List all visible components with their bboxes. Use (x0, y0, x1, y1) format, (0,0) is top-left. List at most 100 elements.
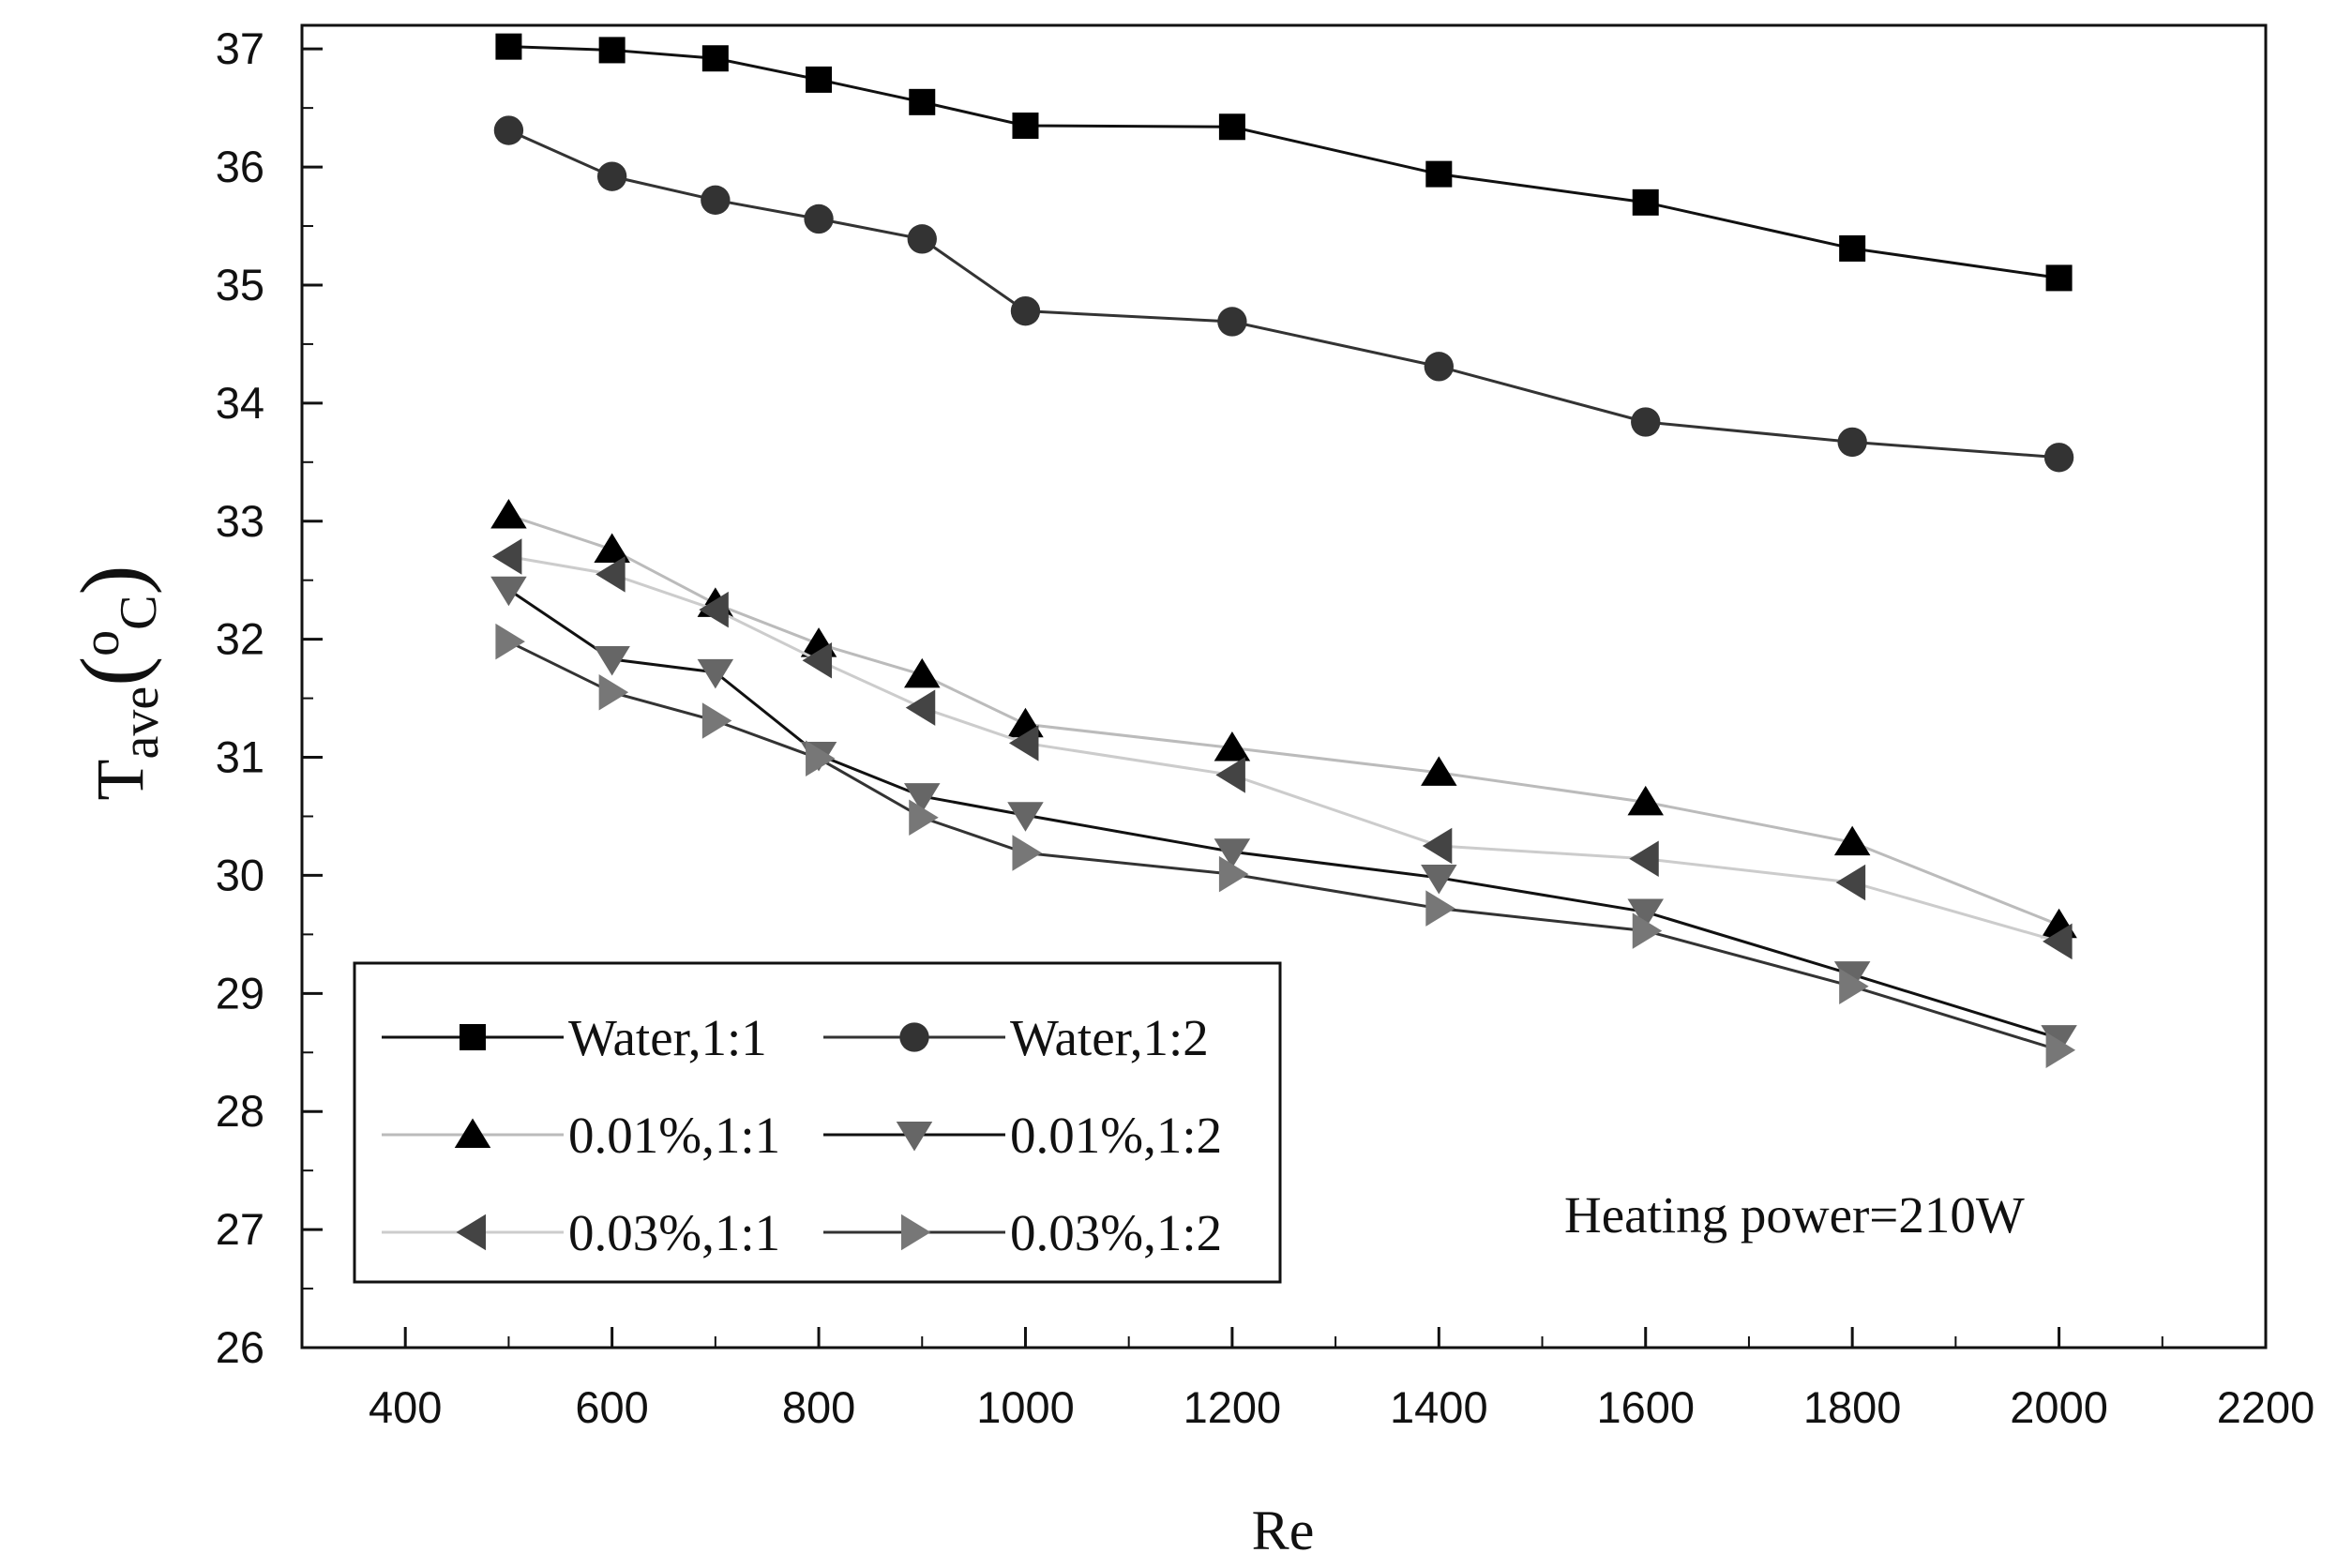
x-tick-label-1600: 1600 (1596, 1382, 1695, 1432)
x-tick-label-2200: 2200 (2217, 1382, 2315, 1432)
x-tick-label-400: 400 (369, 1382, 442, 1432)
data-point-1-500 (495, 33, 522, 60)
data-point-4-1000 (1007, 802, 1044, 832)
series-5 (491, 538, 2073, 960)
x-tick-label-2000: 2000 (2010, 1382, 2108, 1432)
data-point-3-500 (490, 498, 527, 529)
data-point-2-1000 (1010, 295, 1041, 326)
data-point-5-600 (596, 556, 626, 593)
data-point-6-1600 (1632, 912, 1663, 949)
data-point-1-800 (806, 66, 833, 93)
legend-label: 0.01%,1:2 (1010, 1107, 1222, 1164)
data-point-4-1800 (1833, 961, 1871, 991)
data-point-5-1000 (1008, 725, 1039, 761)
legend-item-1: Water,1:1 (382, 1009, 767, 1066)
data-point-1-600 (598, 37, 626, 64)
y-tick-label-29: 29 (216, 968, 264, 1018)
data-point-4-1600 (1627, 898, 1664, 928)
data-point-1-1800 (1839, 234, 1866, 262)
series-line-2 (507, 128, 2059, 460)
series-layer (490, 33, 2077, 1068)
data-point-1-2000 (2045, 264, 2073, 292)
x-tick-label-1400: 1400 (1390, 1382, 1488, 1432)
legend-item-3: 0.01%,1:1 (382, 1107, 780, 1164)
series-6 (495, 623, 2076, 1068)
data-point-2-2000 (2043, 443, 2074, 473)
data-point-6-1800 (1839, 968, 1869, 1005)
y-axis-label-unit: C (110, 595, 168, 629)
data-point-1-1400 (1425, 160, 1453, 188)
y-axis-label-close-paren: ) (62, 565, 162, 596)
y-axis-label-superscript: o (72, 630, 130, 656)
legend-items: Water,1:1 Water,1:2 0.01%,1:1 0.01%,1:2 0.03… (382, 1009, 1222, 1261)
data-point-5-1600 (1629, 840, 1659, 878)
data-point-3-1800 (1833, 825, 1871, 856)
data-point-5-500 (491, 538, 522, 575)
data-point-1-1200 (1218, 113, 1245, 141)
x-tick-label-600: 600 (575, 1382, 648, 1432)
data-point-6-900 (909, 799, 939, 836)
legend-marker-triangle-left (456, 1214, 486, 1251)
x-tick-label-1000: 1000 (976, 1382, 1075, 1432)
data-point-5-900 (905, 689, 936, 726)
data-point-5-1200 (1215, 757, 1245, 793)
legend-item-2: Water,1:2 (823, 1009, 1209, 1066)
y-tick-label-32: 32 (216, 614, 264, 664)
legend-label: Water,1:1 (568, 1009, 767, 1066)
y-axis: 26 27 28 29 30 31 32 33 34 35 36 37 (216, 23, 323, 1372)
series-2 (493, 115, 2074, 473)
series-1 (495, 33, 2073, 292)
data-point-5-700 (699, 591, 729, 628)
data-point-6-500 (495, 623, 525, 660)
data-point-2-1400 (1424, 352, 1454, 382)
y-tick-label-37: 37 (216, 23, 264, 73)
legend-marker-triangle-down (896, 1122, 933, 1152)
y-tick-label-34: 34 (216, 378, 264, 428)
heating-power-annotation: Heating power=210W (1564, 1186, 2025, 1244)
x-axis: 400 600 800 1000 1200 1400 1600 1800 2000 2200 (369, 1327, 2314, 1432)
plot-frame (300, 23, 2268, 1349)
legend: Water,1:1 Water,1:2 0.01%,1:1 0.01%,1:2 0.03… (353, 961, 1282, 1284)
x-tick-label-1800: 1800 (1803, 1382, 1902, 1432)
data-point-2-1200 (1217, 307, 1247, 337)
data-point-5-2000 (2043, 923, 2073, 960)
x-axis-label: Re (1252, 1500, 1315, 1561)
data-point-4-600 (594, 646, 630, 676)
data-point-2-900 (907, 224, 937, 254)
legend-label: 0.03%,1:1 (568, 1204, 780, 1261)
data-point-4-1200 (1214, 838, 1251, 868)
legend-marker-circle (899, 1022, 929, 1052)
data-point-2-500 (493, 115, 524, 145)
y-tick-label-36: 36 (216, 142, 264, 191)
data-point-1-900 (909, 88, 936, 115)
data-point-3-1400 (1421, 756, 1457, 786)
legend-label: Water,1:2 (1010, 1009, 1209, 1066)
x-tick-label-800: 800 (782, 1382, 855, 1432)
data-point-6-700 (701, 702, 732, 739)
series-4 (490, 576, 2077, 1055)
series-line-3 (507, 514, 2060, 927)
data-point-4-1400 (1421, 864, 1457, 895)
data-point-4-500 (490, 576, 527, 607)
data-point-6-600 (598, 674, 629, 711)
data-point-4-900 (904, 783, 941, 813)
data-point-6-800 (806, 740, 836, 777)
legend-box (353, 961, 1282, 1284)
y-tick-label-26: 26 (216, 1322, 264, 1372)
legend-item-4: 0.01%,1:2 (823, 1107, 1222, 1164)
data-point-2-800 (804, 204, 834, 234)
data-point-6-1200 (1218, 855, 1249, 893)
data-point-6-1400 (1425, 890, 1455, 927)
data-point-5-800 (802, 642, 833, 679)
data-point-3-600 (594, 533, 630, 563)
data-point-6-1000 (1012, 835, 1042, 871)
data-point-2-700 (701, 185, 731, 216)
legend-item-5: 0.03%,1:1 (382, 1204, 780, 1261)
y-tick-label-31: 31 (216, 732, 264, 782)
y-tick-label-30: 30 (216, 850, 264, 899)
y-axis-label-main: T (83, 760, 158, 801)
legend-marker-triangle-up (454, 1118, 491, 1148)
data-point-2-1800 (1837, 427, 1867, 458)
y-tick-label-35: 35 (216, 260, 264, 309)
series-3 (490, 498, 2077, 939)
